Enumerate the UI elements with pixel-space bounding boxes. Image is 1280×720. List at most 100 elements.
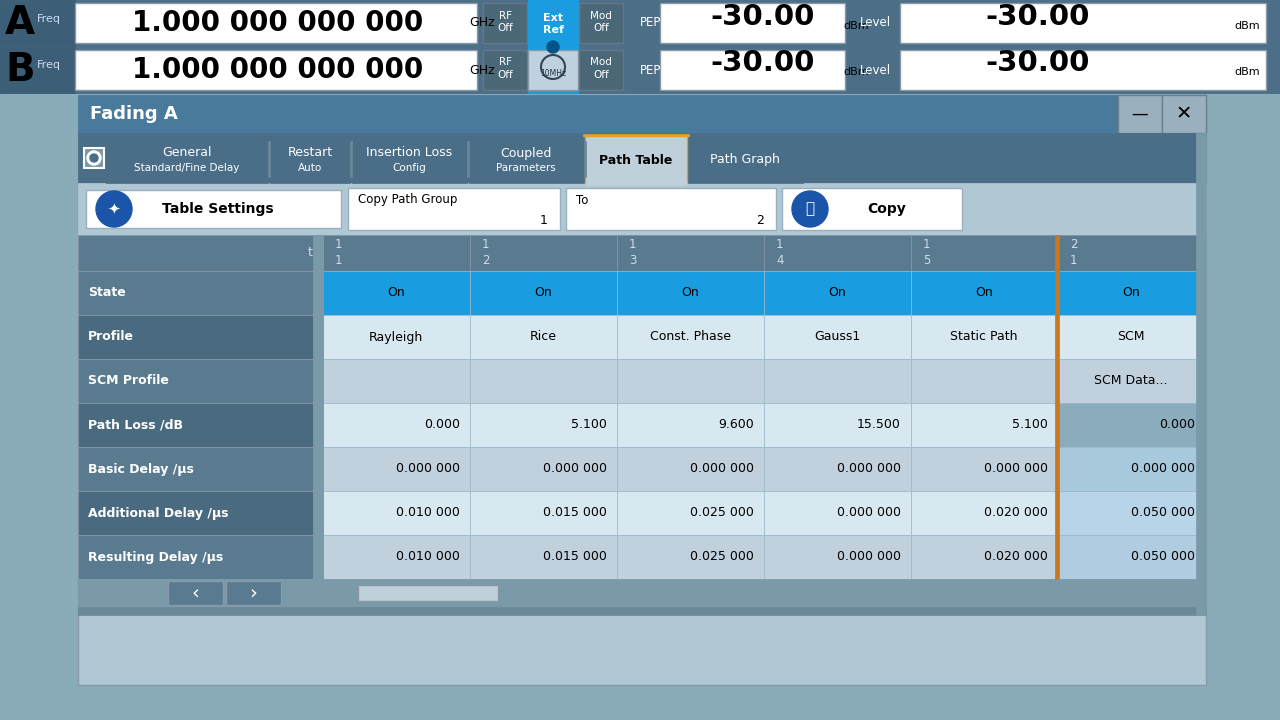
- Text: —: —: [1132, 105, 1148, 123]
- Bar: [689, 137, 803, 183]
- Bar: [470, 359, 617, 403]
- Bar: [764, 235, 911, 271]
- Bar: [584, 141, 586, 177]
- Text: 0.010 000: 0.010 000: [396, 551, 460, 564]
- Bar: [323, 315, 470, 359]
- Bar: [314, 359, 323, 403]
- Bar: [911, 447, 1059, 491]
- Text: ✦: ✦: [108, 202, 120, 217]
- Text: Ref: Ref: [543, 25, 563, 35]
- Bar: [314, 235, 323, 579]
- Text: Off: Off: [497, 23, 513, 33]
- Bar: [470, 271, 617, 315]
- Bar: [76, 3, 477, 43]
- Bar: [483, 50, 527, 90]
- Bar: [470, 403, 617, 447]
- Bar: [764, 315, 911, 359]
- Text: 10MHz: 10MHz: [540, 68, 566, 78]
- Bar: [323, 271, 470, 315]
- Bar: [78, 95, 1117, 133]
- Text: 1.000 000 000 000: 1.000 000 000 000: [132, 9, 424, 37]
- Text: Off: Off: [497, 70, 513, 80]
- Text: 0.000 000: 0.000 000: [690, 462, 754, 475]
- Bar: [470, 447, 617, 491]
- Text: Coupled: Coupled: [500, 146, 552, 160]
- Text: Freq: Freq: [37, 60, 61, 70]
- Bar: [1059, 359, 1204, 403]
- Bar: [470, 315, 617, 359]
- Bar: [78, 447, 323, 491]
- Bar: [660, 50, 845, 90]
- Bar: [900, 50, 1266, 90]
- Bar: [78, 579, 1206, 607]
- Bar: [78, 359, 323, 403]
- Bar: [78, 403, 323, 447]
- Bar: [0, 0, 76, 46]
- Bar: [358, 585, 498, 601]
- Text: 0.000: 0.000: [1158, 418, 1196, 431]
- Text: 0.000 000: 0.000 000: [396, 462, 460, 475]
- Bar: [911, 535, 1059, 579]
- Text: B: B: [5, 51, 35, 89]
- Bar: [168, 581, 223, 605]
- Text: 0.020 000: 0.020 000: [984, 551, 1048, 564]
- Text: -30.00: -30.00: [986, 3, 1089, 31]
- Bar: [764, 535, 911, 579]
- Bar: [78, 183, 1206, 235]
- Bar: [617, 315, 764, 359]
- Text: On: On: [534, 287, 552, 300]
- Bar: [314, 491, 323, 535]
- Text: 1: 1: [483, 238, 489, 251]
- Bar: [314, 535, 323, 579]
- Bar: [617, 271, 764, 315]
- Text: -30.00: -30.00: [986, 49, 1089, 77]
- Text: Table Settings: Table Settings: [163, 202, 274, 216]
- Bar: [529, 50, 579, 90]
- Text: 5.100: 5.100: [1012, 418, 1048, 431]
- Bar: [764, 491, 911, 535]
- Bar: [84, 148, 104, 168]
- Text: RF: RF: [498, 11, 512, 21]
- Text: ⧉: ⧉: [805, 202, 814, 217]
- Bar: [566, 188, 776, 230]
- Text: 1: 1: [540, 214, 548, 227]
- Text: General: General: [163, 146, 211, 160]
- Bar: [86, 190, 340, 228]
- Bar: [78, 133, 1206, 183]
- Bar: [76, 50, 477, 90]
- Text: -30.00: -30.00: [710, 3, 814, 31]
- Text: ›: ›: [250, 583, 257, 603]
- Bar: [78, 271, 323, 315]
- Bar: [586, 137, 686, 185]
- Text: 0.000 000: 0.000 000: [543, 462, 607, 475]
- Text: dBm: dBm: [1234, 67, 1260, 77]
- Bar: [1059, 491, 1204, 535]
- Text: 0.000 000: 0.000 000: [984, 462, 1048, 475]
- Circle shape: [87, 151, 101, 165]
- Text: Copy Path Group: Copy Path Group: [358, 194, 457, 207]
- Circle shape: [96, 191, 132, 227]
- Bar: [352, 137, 467, 183]
- Text: Off: Off: [593, 23, 609, 33]
- Bar: [470, 491, 617, 535]
- Text: 0.050 000: 0.050 000: [1132, 551, 1196, 564]
- Bar: [0, 0, 1280, 93]
- Bar: [900, 3, 1266, 43]
- Text: 0.050 000: 0.050 000: [1132, 506, 1196, 520]
- Bar: [911, 235, 1059, 271]
- Bar: [483, 3, 527, 43]
- Bar: [911, 403, 1059, 447]
- Bar: [78, 315, 323, 359]
- Circle shape: [792, 191, 828, 227]
- Bar: [0, 0, 1280, 46]
- Text: Mod: Mod: [590, 57, 612, 67]
- Bar: [1117, 95, 1162, 133]
- Text: t: t: [308, 246, 314, 259]
- Text: 2: 2: [756, 214, 764, 227]
- Bar: [467, 141, 468, 177]
- Text: 1: 1: [923, 238, 931, 251]
- Text: 0.015 000: 0.015 000: [543, 506, 607, 520]
- Text: Config: Config: [392, 163, 426, 173]
- Bar: [0, 47, 76, 93]
- Text: 0.000 000: 0.000 000: [837, 551, 901, 564]
